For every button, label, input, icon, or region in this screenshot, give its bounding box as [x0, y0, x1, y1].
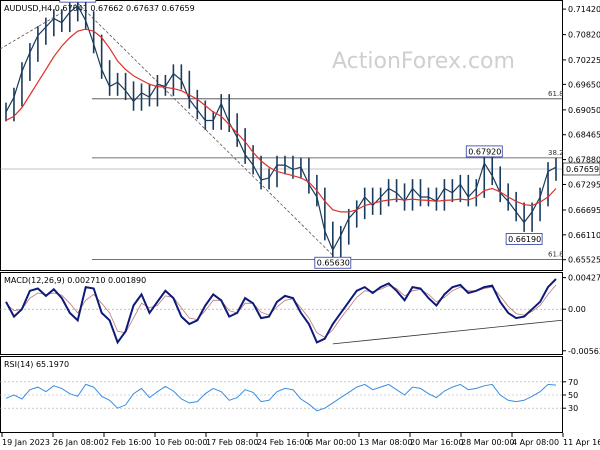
macd-layer: 0.004278 0.00 -0.005635	[0, 274, 600, 356]
rsi-y-tick-label: 70	[568, 378, 578, 387]
swing-label-box	[465, 145, 503, 158]
watermark: ActionForex.com	[332, 49, 515, 74]
price-y-tick-label: 0.70225	[568, 56, 600, 65]
rsi-panel-frame	[0, 356, 563, 433]
rsi-panel-header: RSI(14) 65.1970	[4, 360, 69, 369]
x-tick-label: 28 Mar 00:00	[461, 438, 514, 447]
swing-label-box	[314, 256, 352, 269]
x-tick-label: 17 Feb 08:00	[206, 438, 258, 447]
x-tick-label: 20 Mar 16:00	[410, 438, 463, 447]
macd-panel-frame	[0, 272, 563, 355]
last-price-label: 0.67659	[566, 165, 599, 174]
macd-line	[5, 278, 557, 345]
rsi-line	[5, 383, 557, 412]
fib-level-label: 61.8	[548, 90, 564, 98]
macd-y-tick-label: 0.00	[568, 305, 586, 314]
trend-line-up	[0, 2, 78, 50]
x-tick-label: 2 Feb 16:00	[104, 438, 151, 447]
x-tick-label: 10 Feb 00:00	[155, 438, 207, 447]
price-y-tick-label: 0.67295	[568, 180, 600, 189]
rsi-layer: 70 50 30	[0, 378, 578, 413]
price-panel-header: AUDUSD,H4 0.67641 0.67662 0.67637 0.6765…	[4, 4, 195, 13]
price-y-tick-label: 0.66110	[568, 231, 600, 240]
macd-y-tick-label: 0.004278	[568, 274, 600, 283]
swing-label-box	[59, 0, 97, 3]
x-tick-label: 19 Jan 2023	[2, 438, 50, 447]
price-y-tick-label: 0.68465	[568, 131, 600, 140]
swing-label: 0.65630	[317, 259, 350, 268]
x-tick-label: 13 Mar 08:00	[359, 438, 412, 447]
moving-average-line	[5, 28, 557, 213]
price-y-tick-label: 0.69050	[568, 106, 600, 115]
price-layer: 0.71420 0.70820 0.70225 0.69650 0.69050 0.684…	[0, 0, 600, 269]
x-axis: 19 Jan 2023 26 Jan 08:00 2 Feb 16:00 10 Feb…	[1, 433, 600, 447]
x-tick-label: 26 Jan 08:00	[53, 438, 104, 447]
price-y-tick-label: 0.67880	[568, 156, 600, 165]
macd-trend-line	[332, 319, 563, 345]
x-tick-label: 11 Apr 16:00	[563, 438, 600, 447]
price-y-tick-label: 0.70820	[568, 31, 600, 40]
rsi-y-tick-label: 30	[568, 404, 578, 413]
macd-panel-header: MACD(12,26,9) 0.002710 0.001890	[4, 276, 146, 285]
price-y-tick-label: 0.69650	[568, 80, 600, 89]
price-y-tick-label: 0.65525	[568, 256, 600, 265]
price-line	[5, 4, 557, 252]
x-tick-label: 6 Mar 00:00	[308, 438, 356, 447]
swing-label: 0.71560	[62, 0, 95, 2]
swing-label: 0.67920	[468, 147, 501, 156]
price-y-tick-label: 0.71420	[568, 5, 600, 14]
rsi-y-tick-label: 50	[568, 391, 578, 400]
x-tick-label: 24 Feb 16:00	[257, 438, 309, 447]
price-y-tick-label: 0.66695	[568, 206, 600, 215]
price-panel-frame	[0, 0, 563, 271]
fib-level-label: 38.2	[548, 149, 564, 157]
x-tick-label: 4 Apr 08:00	[512, 438, 559, 447]
last-price-box	[562, 162, 600, 176]
macd-y-tick-label: -0.005635	[568, 347, 600, 356]
swing-label-box	[505, 233, 543, 245]
fib-level-label: 61.8	[548, 250, 564, 258]
swing-label: 0.66190	[508, 235, 541, 244]
